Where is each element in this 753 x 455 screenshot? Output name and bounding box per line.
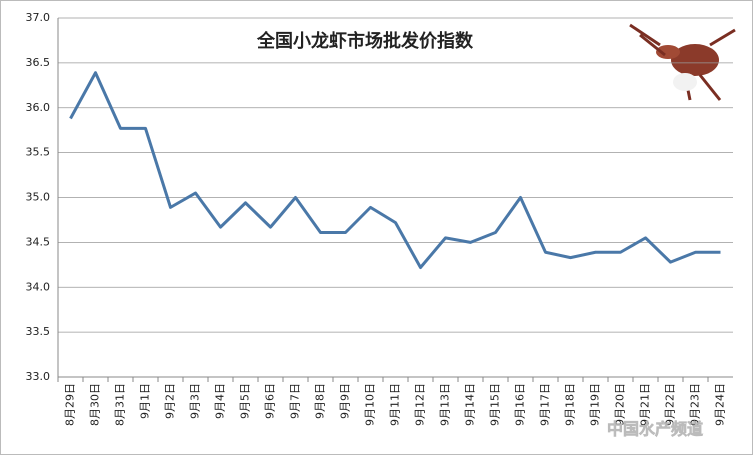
x-tick-label: 9月20日 xyxy=(614,383,627,426)
x-tick-label: 9月10日 xyxy=(364,383,377,426)
x-tick-label: 8月30日 xyxy=(89,383,102,426)
x-tick-label: 9月3日 xyxy=(189,383,202,419)
y-tick-label: 35.0 xyxy=(26,191,51,204)
x-tick-label: 9月8日 xyxy=(314,383,327,419)
y-tick-label: 34.0 xyxy=(26,280,51,293)
y-tick-label: 33.0 xyxy=(26,370,51,383)
y-tick-label: 35.5 xyxy=(26,146,51,159)
chart-title: 全国小龙虾市场批发价指数 xyxy=(256,30,474,52)
data-line xyxy=(69,71,721,270)
x-tick-label: 9月19日 xyxy=(589,383,602,426)
y-tick-label: 36.5 xyxy=(26,56,51,69)
x-tick-label: 9月12日 xyxy=(414,383,427,426)
x-tick-label: 9月14日 xyxy=(464,383,477,426)
x-tick-label: 9月15日 xyxy=(489,383,502,426)
x-tick-label: 9月11日 xyxy=(389,383,402,426)
x-tick-label: 9月24日 xyxy=(714,383,727,426)
x-tick-label: 9月21日 xyxy=(639,383,652,426)
x-tick-label: 9月16日 xyxy=(514,383,527,426)
x-tick-label: 9月2日 xyxy=(164,383,177,419)
x-tick-label: 9月18日 xyxy=(564,383,577,426)
y-tick-label: 36.0 xyxy=(26,101,51,114)
watermark: 中国水产频道 xyxy=(607,420,703,439)
x-tick-label: 9月7日 xyxy=(289,383,302,419)
x-tick-label: 9月6日 xyxy=(264,383,277,419)
x-tick-label: 8月29日 xyxy=(64,383,77,426)
x-tick-label: 9月5日 xyxy=(239,383,252,419)
y-tick-label: 37.0 xyxy=(26,11,51,24)
x-tick-label: 9月9日 xyxy=(339,383,352,419)
x-tick-label: 9月22日 xyxy=(664,383,677,426)
crayfish-decoration xyxy=(629,23,736,101)
x-tick-label: 9月17日 xyxy=(539,383,552,426)
x-tick-label: 9月4日 xyxy=(214,383,227,419)
x-tick-label: 9月23日 xyxy=(689,383,702,426)
x-tick-label: 9月13日 xyxy=(439,383,452,426)
x-tick-label: 8月31日 xyxy=(114,383,127,426)
x-tick-label: 9月1日 xyxy=(139,383,152,419)
y-tick-label: 34.5 xyxy=(26,235,51,248)
y-tick-label: 33.5 xyxy=(26,325,51,338)
